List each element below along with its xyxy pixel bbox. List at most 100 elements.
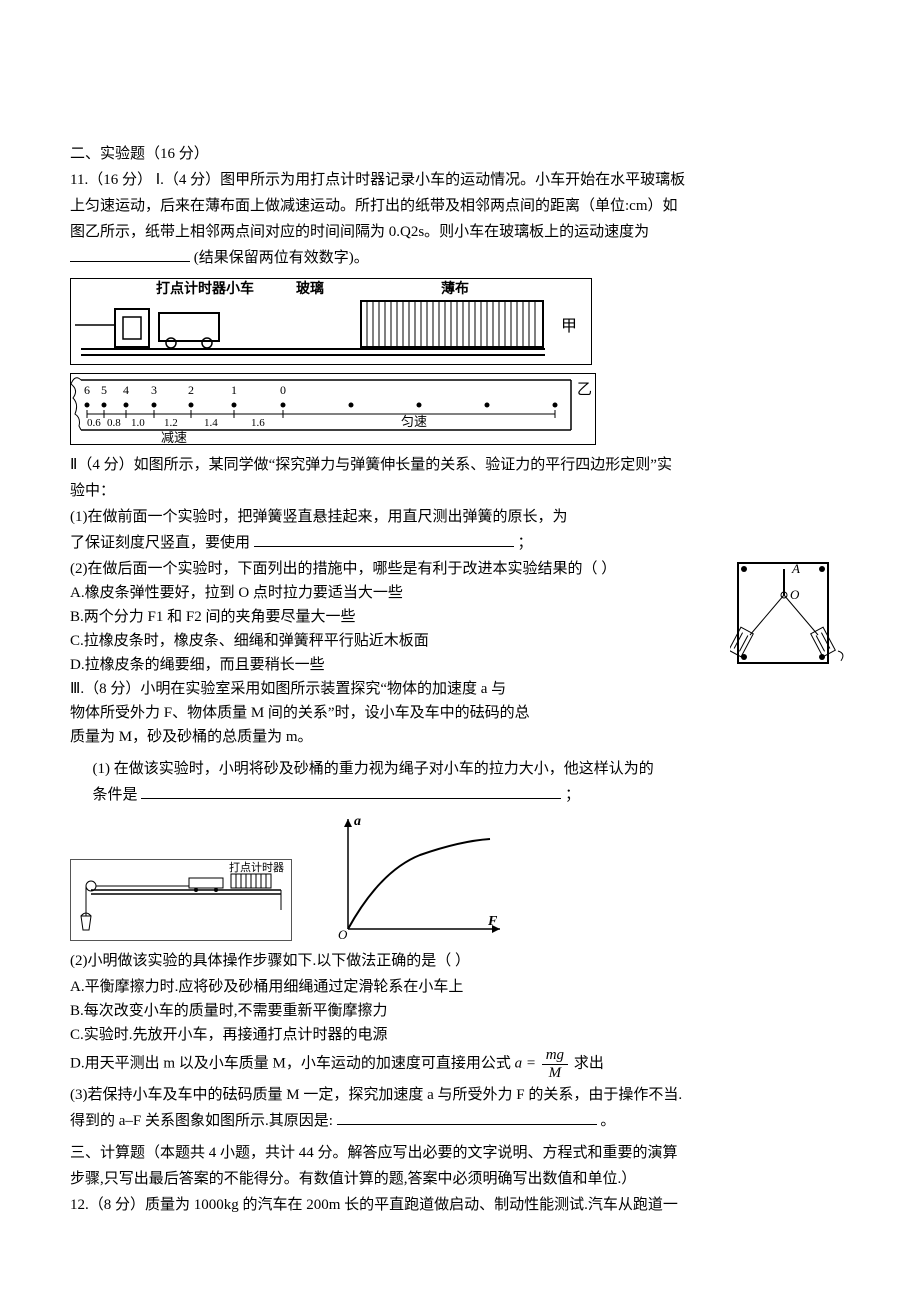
qIII-1b: 条件是 bbox=[93, 787, 138, 803]
timer-inner bbox=[123, 317, 141, 339]
label-A: A bbox=[791, 561, 800, 576]
q11-part2: Ⅱ（4 分）如图所示，某同学做“探究弹力与弹簧伸长量的关系、验证力的平行四边形定… bbox=[70, 453, 850, 749]
qIII-2: (2)小明做该实验的具体操作步骤如下.以下做法正确的是（ ） bbox=[70, 949, 850, 973]
figure-yi: 6 5 4 3 2 1 0 0.6 0.8 1.0 1.2 1.4 1.6 bbox=[70, 373, 850, 445]
opt-C: C.拉橡皮条时，橡皮条、细绳和弹簧秤平行贴近木板面 bbox=[70, 629, 718, 653]
q11-part1: 11.（16 分） Ⅰ.（4 分）图甲所示为用打点计时器记录小车的运动情况。小车… bbox=[70, 168, 850, 445]
dot-3 bbox=[152, 403, 157, 408]
opt2-D-line: D.用天平测出 m 以及小车质量 M，小车运动的加速度可直接用公式 a = mg… bbox=[70, 1047, 850, 1081]
d10: 1.0 bbox=[131, 417, 145, 429]
qIII-1a: (1) 在做该实验时，小明将砂及砂桶的重力视为绳子对小车的拉力大小，他这样认为的 bbox=[93, 757, 851, 781]
bucket bbox=[81, 916, 91, 930]
label-timer-cart: 打点计时器小车 bbox=[156, 280, 254, 297]
tick-0: 0 bbox=[280, 383, 286, 397]
label-glass: 玻璃 bbox=[296, 280, 324, 297]
axis-F: F bbox=[487, 914, 498, 929]
cloth-hatch bbox=[361, 301, 543, 347]
q11-line4-text: (结果保留两位有效数字)。 bbox=[194, 250, 369, 266]
dot-c2 bbox=[417, 403, 422, 408]
qIII-3b-line: 得到的 a–F 关系图象如图所示.其原因是: 。 bbox=[70, 1109, 850, 1133]
blank-reason bbox=[337, 1109, 597, 1125]
pin-tl bbox=[741, 566, 747, 572]
opt-B: B.两个分力 F1 和 F2 间的夹角要尽量大一些 bbox=[70, 605, 718, 629]
blank-instrument bbox=[254, 531, 514, 547]
fig4-row: 打点计时器 a F O bbox=[70, 811, 850, 941]
qIII-lead-b: 物体所受外力 F、物体质量 M 间的关系”时，设小车及车中的砝码的总 bbox=[70, 701, 718, 725]
label-cloth: 薄布 bbox=[441, 280, 469, 297]
wheel-2 bbox=[202, 338, 212, 348]
qIII-lead-a: Ⅲ.（8 分）小明在实验室采用如图所示装置探究“物体的加速度 a 与 bbox=[70, 677, 718, 701]
qII-1b: 了保证刻度尺竖直，要使用 bbox=[70, 535, 250, 551]
figure-jia-svg: 打点计时器小车 玻璃 薄布 bbox=[70, 278, 592, 365]
curve-aF bbox=[348, 839, 490, 929]
tick-1: 1 bbox=[231, 383, 237, 397]
figure-parallelogram: A O bbox=[730, 557, 850, 672]
q11-line2: 上匀速运动，后来在薄布面上做减速运动。所打出的纸带及相邻两点间的距离（单位:cm… bbox=[70, 194, 850, 218]
cart-body bbox=[159, 313, 219, 341]
qIII-1-tail: ； bbox=[565, 787, 580, 803]
formula-frac: mg M bbox=[542, 1047, 568, 1081]
axis-a: a bbox=[354, 814, 361, 829]
d08: 0.8 bbox=[107, 417, 121, 429]
qIII-lead-c: 质量为 M，砂及砂桶的总质量为 m。 bbox=[70, 725, 718, 749]
dot-c4 bbox=[553, 403, 558, 408]
blank-condition bbox=[141, 783, 561, 799]
qII-1a: (1)在做前面一个实验时，把弹簧竖直悬挂起来，用直尺测出弹簧的原长，为 bbox=[70, 505, 850, 529]
tick-2: 2 bbox=[188, 383, 194, 397]
string-left bbox=[750, 595, 784, 635]
q11-part3: (1) 在做该实验时，小明将砂及砂桶的重力视为绳子对小车的拉力大小，他这样认为的… bbox=[70, 757, 850, 1133]
figure-jia: 打点计时器小车 玻璃 薄布 bbox=[70, 278, 850, 365]
opt2-C: C.实验时.先放开小车，再接通打点计时器的电源 bbox=[70, 1023, 850, 1047]
tick-4: 4 bbox=[123, 383, 129, 397]
q11-line4: (结果保留两位有效数字)。 bbox=[70, 246, 850, 270]
tick-3: 3 bbox=[151, 383, 157, 397]
d14: 1.4 bbox=[204, 417, 218, 429]
w2a bbox=[194, 888, 198, 892]
dot-c1 bbox=[349, 403, 354, 408]
formula-num: mg bbox=[542, 1047, 568, 1065]
qII-2: (2)在做后面一个实验时，下面列出的措施中，哪些是有利于改进本实验结果的（ ） bbox=[70, 557, 718, 581]
section-2-title: 二、实验题（16 分） bbox=[70, 142, 850, 166]
qII-lead-b: 验中： bbox=[70, 479, 850, 503]
dot-2 bbox=[189, 403, 194, 408]
section-3-title-b: 步骤,只写出最后答案的不能得分。有数值计算的题,答案中必须明确写出数值和单位.） bbox=[70, 1167, 850, 1191]
opt2-B: B.每次改变小车的质量时,不需要重新平衡摩擦力 bbox=[70, 999, 850, 1023]
blank-velocity bbox=[70, 246, 190, 262]
qIII-1b-line: 条件是 ； bbox=[93, 783, 851, 807]
d16: 1.6 bbox=[251, 417, 265, 429]
d12: 1.2 bbox=[164, 417, 178, 429]
scale-left bbox=[730, 627, 753, 661]
qII-2-textcol: (2)在做后面一个实验时，下面列出的措施中，哪些是有利于改进本实验结果的（ ） … bbox=[70, 557, 718, 749]
qIII-opts: A.平衡摩擦力时.应将砂及砂桶用细绳通过定滑轮系在小车上 B.每次改变小车的质量… bbox=[70, 975, 850, 1081]
fig4b-svg: a F O bbox=[320, 811, 510, 941]
label-O: O bbox=[790, 587, 800, 602]
q11-line1: 11.（16 分） Ⅰ.（4 分）图甲所示为用打点计时器记录小车的运动情况。小车… bbox=[70, 168, 850, 192]
dot-4 bbox=[124, 403, 129, 408]
qIII-3b: 得到的 a–F 关系图象如图所示.其原因是: bbox=[70, 1113, 333, 1129]
opt2-D-a: D.用天平测出 m 以及小车质量 M，小车运动的加速度可直接用公式 bbox=[70, 1055, 515, 1071]
formula-lhs: a = bbox=[515, 1055, 536, 1071]
wheel-1 bbox=[166, 338, 176, 348]
dot-6 bbox=[85, 403, 90, 408]
y-arrow bbox=[344, 819, 352, 827]
label-yi: 乙 bbox=[577, 382, 592, 398]
fig4a-svg: 打点计时器 bbox=[70, 859, 292, 941]
string-right bbox=[784, 595, 818, 635]
fig3-svg: A O bbox=[730, 557, 850, 672]
pin-tr bbox=[819, 566, 825, 572]
fig4a-timer-label: 打点计时器 bbox=[229, 860, 284, 874]
timer-box bbox=[115, 309, 149, 347]
label-jia: 甲 bbox=[561, 318, 577, 335]
dot-1 bbox=[232, 403, 237, 408]
dot-c3 bbox=[485, 403, 490, 408]
qII-2-row: (2)在做后面一个实验时，下面列出的措施中，哪些是有利于改进本实验结果的（ ） … bbox=[70, 557, 850, 749]
formula-a: a = mg M bbox=[515, 1047, 570, 1081]
origin-O: O bbox=[338, 927, 348, 941]
formula-den: M bbox=[542, 1065, 568, 1082]
qII-1b-tail: ； bbox=[518, 535, 533, 551]
section-3-title-a: 三、计算题（本题共 4 小题，共计 44 分。解答应写出必要的文字说明、方程式和… bbox=[70, 1141, 850, 1165]
tick-5: 5 bbox=[101, 383, 107, 397]
tape-left-jag bbox=[71, 378, 81, 430]
qII-lead-a: Ⅱ（4 分）如图所示，某同学做“探究弹力与弹簧伸长量的关系、验证力的平行四边形定… bbox=[70, 453, 850, 477]
opt-D: D.拉橡皮条的绳要细，而且要稍长一些 bbox=[70, 653, 718, 677]
